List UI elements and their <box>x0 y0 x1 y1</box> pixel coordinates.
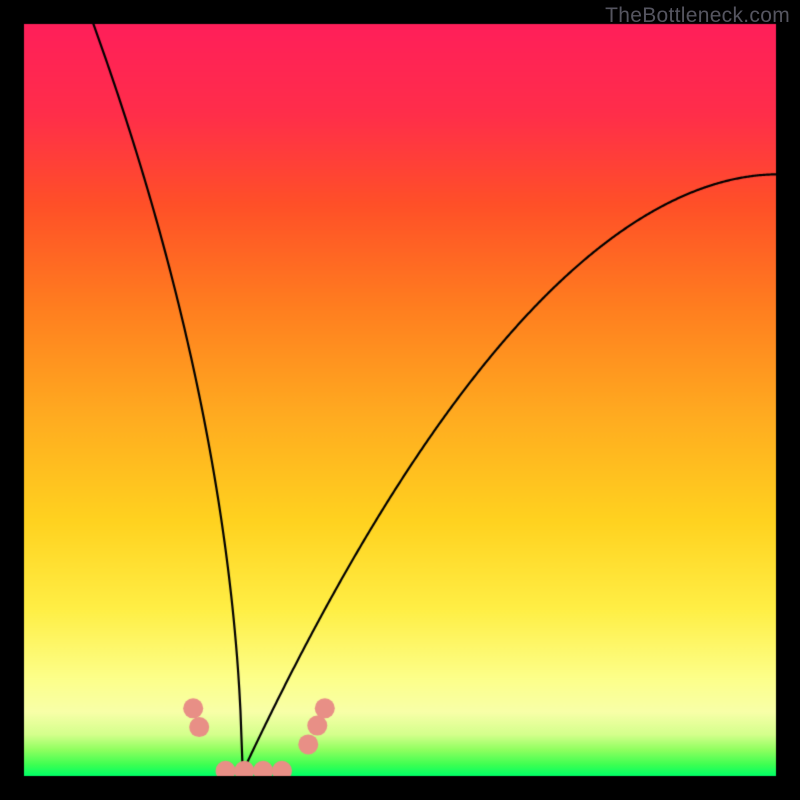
chart-stage: TheBottleneck.com <box>0 0 800 800</box>
bottleneck-chart-canvas <box>0 0 800 800</box>
watermark-text: TheBottleneck.com <box>605 4 790 28</box>
